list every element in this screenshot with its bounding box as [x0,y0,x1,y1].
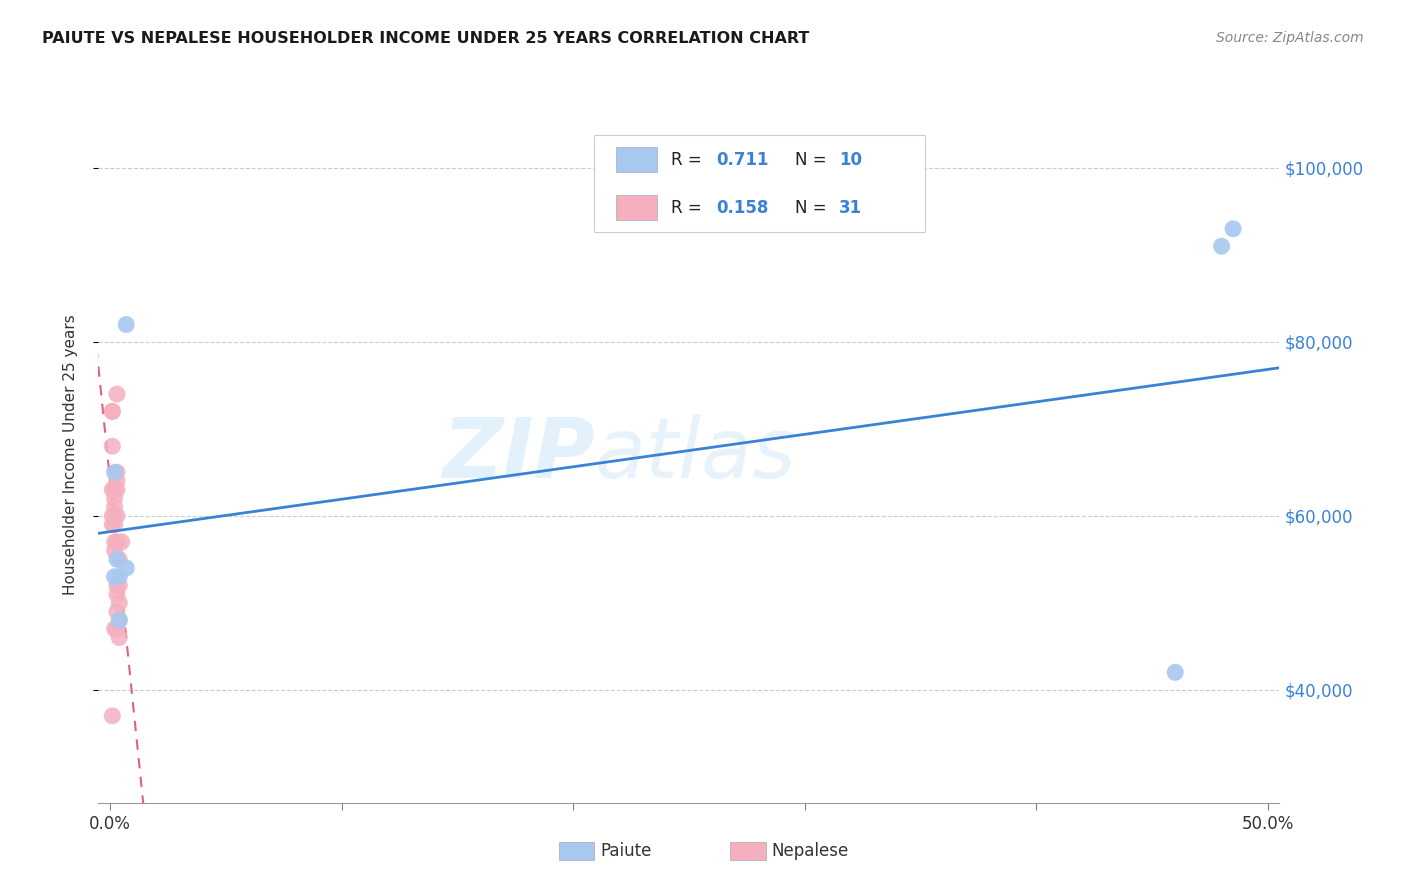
Point [108,613,131,627]
Point [105,622,128,636]
Point [101,708,124,723]
Text: PAIUTE VS NEPALESE HOUSEHOLDER INCOME UNDER 25 YEARS CORRELATION CHART: PAIUTE VS NEPALESE HOUSEHOLDER INCOME UN… [42,31,810,46]
Point [108,613,131,627]
Point [101,404,124,418]
Y-axis label: Householder Income Under 25 years: Householder Income Under 25 years [63,315,77,595]
Point [105,578,128,592]
Point [104,483,127,497]
Point [108,570,131,584]
Text: 31: 31 [839,199,862,217]
Point [105,535,128,549]
Point [105,387,128,401]
Point [110,535,132,549]
Point [104,491,127,506]
Text: R =: R = [671,199,707,217]
FancyBboxPatch shape [616,147,657,172]
FancyBboxPatch shape [616,195,657,219]
Text: N =: N = [796,199,832,217]
Point [101,508,124,523]
Point [101,404,124,418]
Point [108,578,131,592]
Text: 0.158: 0.158 [716,199,769,217]
Text: atlas: atlas [595,415,796,495]
Point [105,466,128,480]
Point [105,508,128,523]
Point [104,517,127,532]
Point [1164,665,1187,680]
Text: 10: 10 [839,151,862,169]
Point [104,535,127,549]
Text: R =: R = [671,151,707,169]
Text: Nepalese: Nepalese [772,842,849,860]
Point [101,517,124,532]
Point [105,587,128,601]
Point [104,570,127,584]
Point [1211,239,1233,253]
Point [104,622,127,636]
Point [101,483,124,497]
Point [108,552,131,566]
Point [104,543,127,558]
Point [105,552,128,566]
Point [115,318,138,332]
Point [101,439,124,453]
Point [105,483,128,497]
Text: 0.711: 0.711 [716,151,769,169]
Point [108,596,131,610]
Point [108,631,131,645]
FancyBboxPatch shape [560,842,595,860]
Point [105,474,128,488]
Point [1222,222,1244,236]
Point [105,605,128,619]
Point [104,508,127,523]
Text: Paiute: Paiute [600,842,652,860]
Point [104,500,127,515]
Text: N =: N = [796,151,832,169]
Point [104,466,127,480]
Text: Source: ZipAtlas.com: Source: ZipAtlas.com [1216,31,1364,45]
Point [115,561,138,575]
FancyBboxPatch shape [730,842,766,860]
Text: ZIP: ZIP [441,415,595,495]
FancyBboxPatch shape [595,135,925,232]
